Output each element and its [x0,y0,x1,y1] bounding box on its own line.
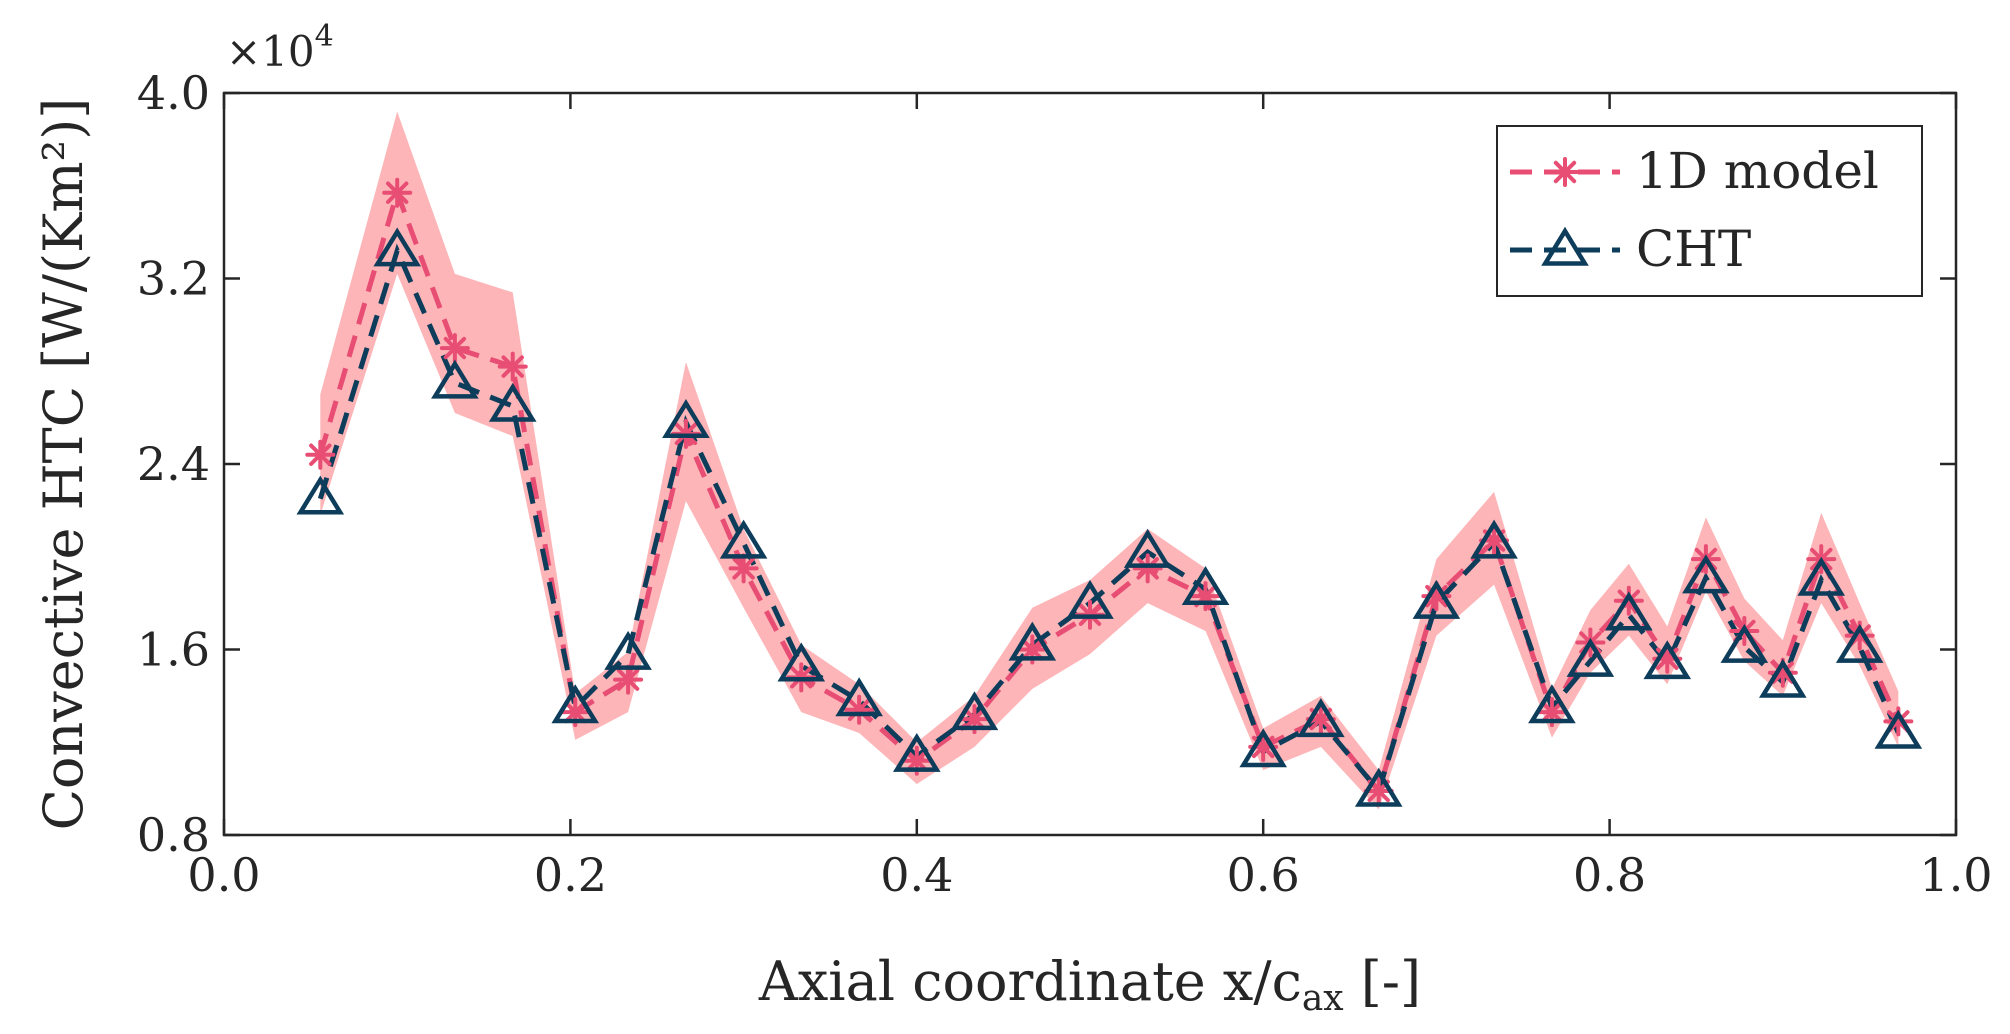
data-point-cht [1797,556,1846,596]
x-tick-label: 0.2 [534,848,607,902]
data-point-cht [551,684,600,724]
data-point-cht [719,519,768,559]
data-point-cht [1470,519,1518,559]
data-point-cht [892,732,941,772]
x-axis-title-main: Axial coordinate x/c [758,950,1302,1013]
y-tick-label: 4.0 [137,66,210,120]
data-point-cht [662,399,710,439]
y-multiplier: ×104 [226,19,334,76]
legend-triangle [1541,226,1589,266]
data-point-cht [373,227,422,267]
data-point-cht [1412,579,1461,619]
x-tick-label: 1.0 [1919,848,1992,902]
y-tick-labels: 0.8 1.6 2.4 3.2 4.0 [137,66,210,862]
data-point-1d-model [497,351,528,382]
x-tick-label: 0.8 [1573,848,1646,902]
data-point-1d-model [382,177,413,208]
legend-label-cht: CHT [1636,220,1751,278]
legend-item-1d-model: 1D model [1510,142,1879,200]
x-tick-label: 0.0 [187,848,260,902]
data-point-cht [296,475,345,515]
x-axis-title: Axial coordinate x/cax [-] [758,950,1421,1019]
y-tick-label: 2.4 [137,437,210,491]
legend-marker-asterisk [1550,157,1580,187]
data-point-cht [1528,684,1576,724]
data-point-cht [1297,698,1345,738]
data-point-cht [1181,565,1230,605]
y-axis-title: Convective HTC [W/(Km²)] [32,98,95,831]
data-point-1d-model [728,553,759,584]
legend-box [1496,125,1923,297]
legend-asterisk [1550,157,1580,187]
data-point-cht [1720,623,1769,663]
data-point-cht [1605,591,1653,631]
data-point-cht [1008,621,1057,661]
data-point-cht [777,642,826,682]
y-multiplier-exponent: 4 [315,19,334,54]
data-point-cht [1566,637,1615,677]
y-tick-label: 3.2 [137,252,210,306]
y-multiplier-base: ×10 [226,27,315,76]
x-tick-label: 0.6 [1227,848,1300,902]
x-tick-labels: 0.0 0.2 0.4 0.6 0.8 1.0 [187,848,1992,902]
data-point-cht [1682,554,1730,594]
series-layer [296,177,1923,807]
data-point-cht [1066,579,1114,619]
x-axis-title-subscript: ax [1302,978,1344,1019]
data-point-cht [604,630,652,670]
data-point-cht [431,359,479,399]
data-point-cht [1354,767,1403,807]
data-point-cht [1123,528,1172,568]
data-point-1d-model [305,439,336,470]
legend-item-cht: CHT [1510,220,1751,278]
data-point-cht [1874,709,1923,749]
legend-marker-triangle [1541,226,1589,266]
y-tick-label: 1.6 [137,623,210,677]
data-point-cht [1643,640,1692,680]
data-point-1d-model [1132,553,1163,584]
x-tick-label: 0.4 [880,848,953,902]
data-point-cht [1239,728,1288,768]
data-point-cht [835,677,883,717]
data-point-cht [1835,623,1884,663]
legend-label-1d-model: 1D model [1636,142,1879,200]
plot-frame [222,91,1958,837]
data-point-cht [1758,658,1807,698]
x-axis-title-suffix: [-] [1344,950,1422,1013]
y-tick-label: 0.8 [137,808,210,862]
data-point-1d-model [439,333,470,364]
data-point-cht [950,691,999,731]
legend: 1D model CHT [1496,125,1923,297]
data-point-cht [488,382,537,422]
data-point-1d-model [613,664,644,695]
